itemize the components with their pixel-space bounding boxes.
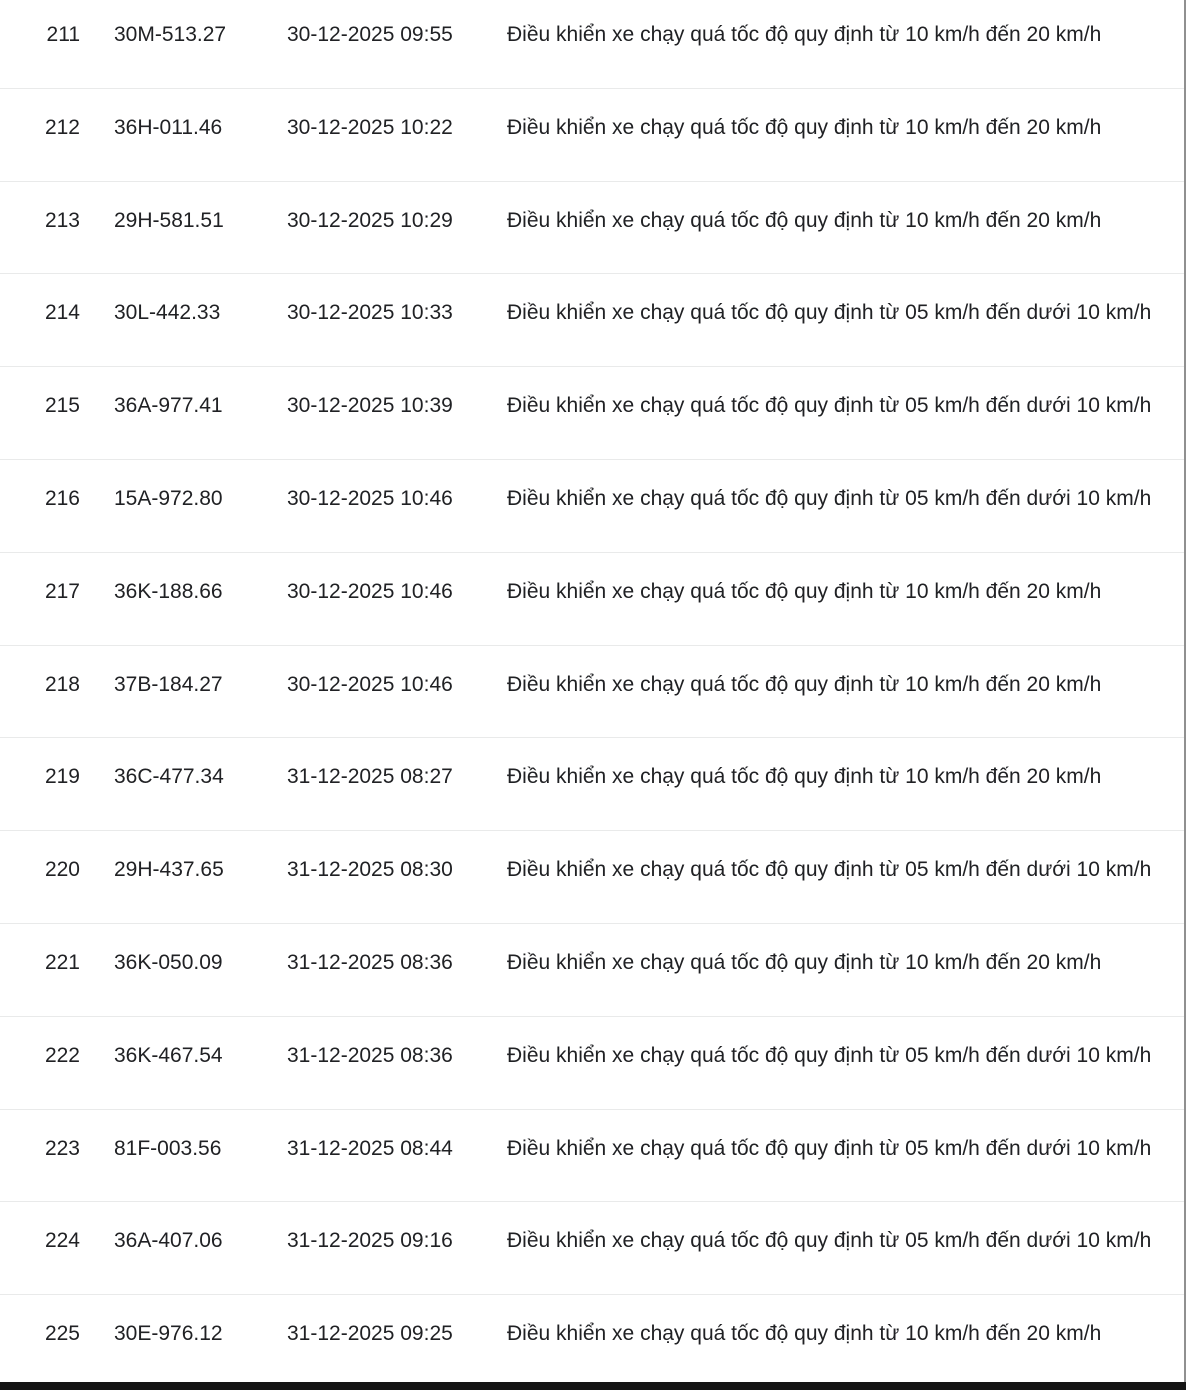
violation-datetime: 30-12-2025 10:22 bbox=[287, 115, 453, 139]
violation-description: Điều khiển xe chạy quá tốc độ quy định t… bbox=[507, 1322, 1102, 1346]
license-plate: 30M-513.27 bbox=[114, 23, 227, 46]
row-index: 220 bbox=[44, 858, 80, 882]
violation-description: Điều khiển xe chạy quá tốc độ quy định t… bbox=[507, 579, 1102, 603]
violation-datetime: 31-12-2025 08:36 bbox=[287, 1043, 453, 1067]
violation-description: Điều khiển xe chạy quá tốc độ quy định t… bbox=[507, 1229, 1152, 1253]
row-index: 223 bbox=[44, 1136, 80, 1160]
violation-datetime: 31-12-2025 08:30 bbox=[287, 858, 453, 882]
table-row: 222 36K-467.54 31-12-2025 08:36 Điều khi… bbox=[0, 1017, 1186, 1110]
violation-datetime: 30-12-2025 10:33 bbox=[287, 301, 453, 325]
violation-description: Điều khiển xe chạy quá tốc độ quy định t… bbox=[507, 115, 1102, 139]
violation-datetime: 31-12-2025 08:36 bbox=[287, 950, 453, 974]
table-row: 219 36C-477.34 31-12-2025 08:27 Điều khi… bbox=[0, 738, 1186, 832]
row-index: 216 bbox=[44, 486, 80, 510]
violation-datetime: 31-12-2025 08:44 bbox=[287, 1136, 453, 1160]
violation-description: Điều khiển xe chạy quá tốc độ quy định t… bbox=[507, 672, 1102, 696]
license-plate: 81F-003.56 bbox=[114, 1136, 222, 1160]
violation-datetime: 30-12-2025 10:39 bbox=[287, 394, 453, 418]
table-row: 218 37B-184.27 30-12-2025 10:46 Điều khi… bbox=[0, 646, 1186, 739]
violation-datetime: 30-12-2025 10:46 bbox=[287, 672, 453, 696]
row-index: 222 bbox=[44, 1043, 80, 1067]
license-plate: 37B-184.27 bbox=[114, 672, 223, 696]
license-plate: 30L-442.33 bbox=[114, 301, 221, 325]
row-index: 225 bbox=[44, 1322, 80, 1346]
license-plate: 36K-467.54 bbox=[114, 1043, 223, 1067]
table-row: 214 30L-442.33 30-12-2025 10:33 Điều khi… bbox=[0, 274, 1186, 368]
violation-description: Điều khiển xe chạy quá tốc độ quy định t… bbox=[507, 1043, 1152, 1067]
license-plate: 36A-977.41 bbox=[114, 394, 223, 418]
violation-description: Điều khiển xe chạy quá tốc độ quy định t… bbox=[507, 301, 1152, 325]
row-index: 219 bbox=[44, 765, 80, 789]
table-row: 215 36A-977.41 30-12-2025 10:39 Điều khi… bbox=[0, 367, 1186, 460]
row-index: 218 bbox=[44, 672, 80, 696]
license-plate: 36K-050.09 bbox=[114, 950, 223, 974]
license-plate: 30E-976.12 bbox=[114, 1322, 223, 1346]
violation-datetime: 31-12-2025 09:16 bbox=[287, 1229, 453, 1253]
row-index: 215 bbox=[44, 394, 80, 418]
table-row: 223 81F-003.56 31-12-2025 08:44 Điều khi… bbox=[0, 1110, 1186, 1203]
row-index: 217 bbox=[44, 579, 80, 603]
license-plate: 36A-407.06 bbox=[114, 1229, 223, 1253]
violation-datetime: 30-12-2025 09:55 bbox=[287, 23, 453, 46]
license-plate: 36C-477.34 bbox=[114, 765, 224, 789]
table-row: 216 15A-972.80 30-12-2025 10:46 Điều khi… bbox=[0, 460, 1186, 553]
row-index: 212 bbox=[44, 115, 80, 139]
violation-description: Điều khiển xe chạy quá tốc độ quy định t… bbox=[507, 394, 1152, 418]
table-row: 220 29H-437.65 31-12-2025 08:30 Điều khi… bbox=[0, 831, 1186, 924]
table-row: 225 30E-976.12 31-12-2025 09:25 Điều khi… bbox=[0, 1295, 1186, 1388]
violation-description: Điều khiển xe chạy quá tốc độ quy định t… bbox=[507, 950, 1102, 974]
table-row: 224 36A-407.06 31-12-2025 09:16 Điều khi… bbox=[0, 1202, 1186, 1296]
row-index: 214 bbox=[44, 301, 80, 325]
bottom-bar bbox=[0, 1382, 1186, 1390]
license-plate: 15A-972.80 bbox=[114, 486, 223, 510]
table-row: 217 36K-188.66 30-12-2025 10:46 Điều khi… bbox=[0, 553, 1186, 646]
license-plate: 36H-011.46 bbox=[114, 115, 223, 139]
violation-description: Điều khiển xe chạy quá tốc độ quy định t… bbox=[507, 858, 1152, 882]
row-index: 224 bbox=[44, 1229, 80, 1253]
violation-datetime: 31-12-2025 08:27 bbox=[287, 765, 453, 789]
row-index: 221 bbox=[44, 950, 80, 974]
license-plate: 36K-188.66 bbox=[114, 579, 223, 603]
license-plate: 29H-437.65 bbox=[114, 858, 224, 882]
license-plate: 29H-581.51 bbox=[114, 208, 224, 232]
row-index: 213 bbox=[44, 208, 80, 232]
violation-description: Điều khiển xe chạy quá tốc độ quy định t… bbox=[507, 486, 1152, 510]
violation-datetime: 30-12-2025 10:46 bbox=[287, 579, 453, 603]
violation-datetime: 30-12-2025 10:29 bbox=[287, 208, 453, 232]
violation-datetime: 30-12-2025 10:46 bbox=[287, 486, 453, 510]
window-right-border bbox=[1184, 0, 1186, 1390]
table-row: 212 36H-011.46 30-12-2025 10:22 Điều khi… bbox=[0, 89, 1186, 182]
violation-description: Điều khiển xe chạy quá tốc độ quy định t… bbox=[507, 23, 1102, 46]
table-row: 221 36K-050.09 31-12-2025 08:36 Điều khi… bbox=[0, 924, 1186, 1017]
table-row: 211 30M-513.27 30-12-2025 09:55 Điều khi… bbox=[0, 0, 1186, 89]
table-row: 213 29H-581.51 30-12-2025 10:29 Điều khi… bbox=[0, 182, 1186, 275]
violation-description: Điều khiển xe chạy quá tốc độ quy định t… bbox=[507, 765, 1102, 789]
violation-description: Điều khiển xe chạy quá tốc độ quy định t… bbox=[507, 1136, 1152, 1160]
violation-datetime: 31-12-2025 09:25 bbox=[287, 1322, 453, 1346]
violation-description: Điều khiển xe chạy quá tốc độ quy định t… bbox=[507, 208, 1102, 232]
row-index: 211 bbox=[46, 23, 80, 46]
